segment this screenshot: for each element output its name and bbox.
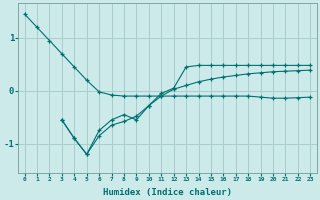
X-axis label: Humidex (Indice chaleur): Humidex (Indice chaleur) [103, 188, 232, 197]
